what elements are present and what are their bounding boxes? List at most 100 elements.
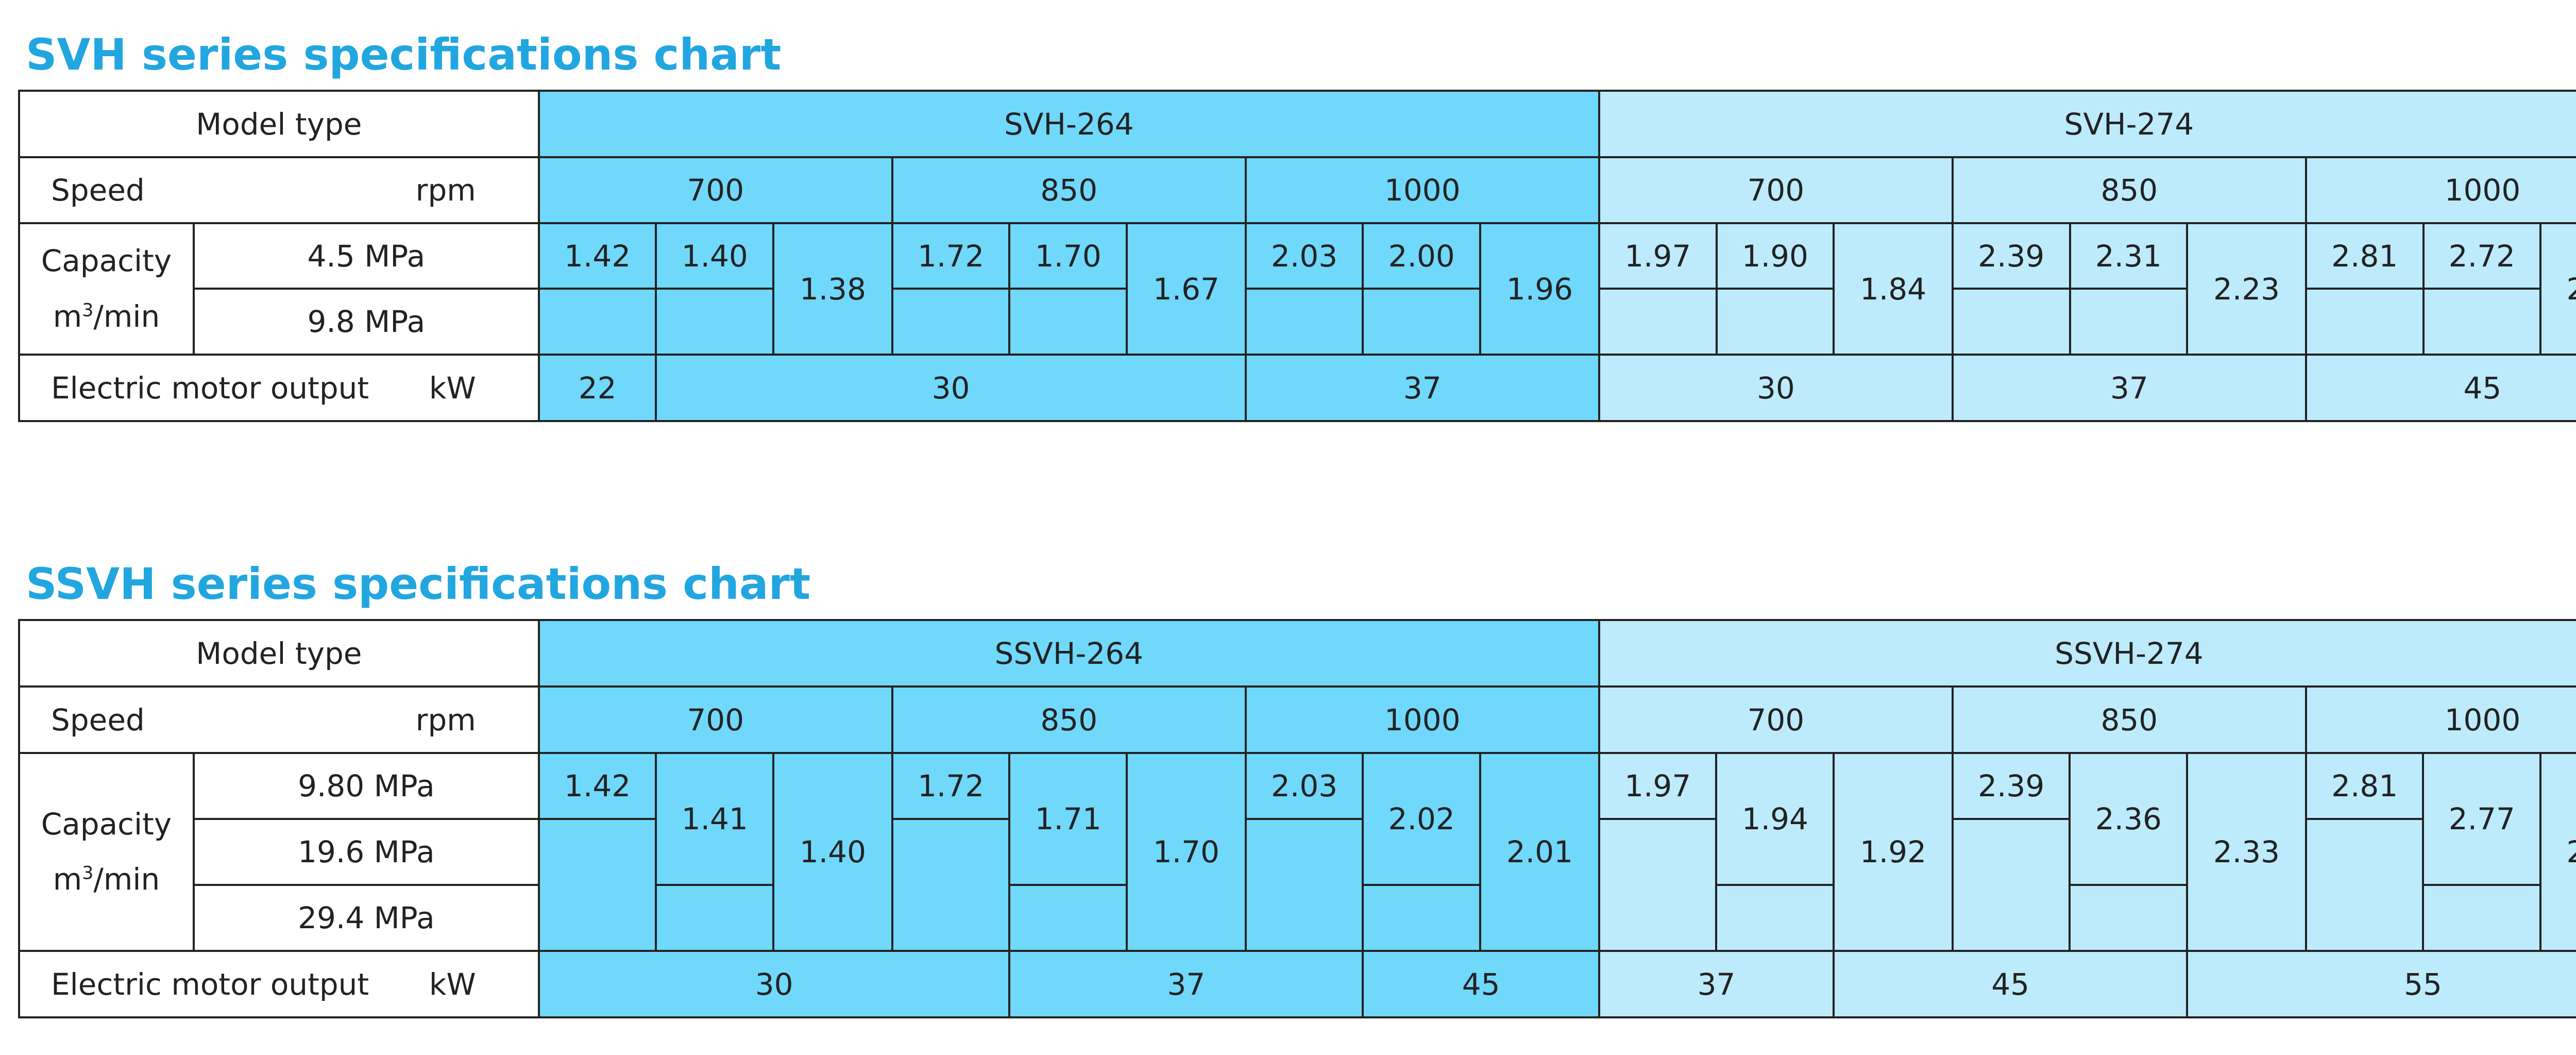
pressure-label: 19.6 MPa xyxy=(192,818,540,886)
motor-output-value: 30 xyxy=(537,950,1011,1018)
capacity-empty-cell xyxy=(1715,288,1835,356)
capacity-value: 2.00 xyxy=(1362,222,1482,290)
speed-cell: 850 xyxy=(891,685,1247,754)
model-header-ssvh-274: SSVH-274 xyxy=(1598,619,2576,688)
capacity-value: 1.70 xyxy=(1008,222,1128,290)
capacity-value: 1.42 xyxy=(537,752,657,820)
capacity-empty-cell xyxy=(1951,818,2071,952)
capacity-value: 1.67 xyxy=(1126,222,1247,356)
capacity-value: 1.92 xyxy=(1833,752,1954,952)
capacity-value: 2.23 xyxy=(2186,222,2307,356)
capacity-value: 2.36 xyxy=(2069,752,2189,886)
model-header-svh-274: SVH-274 xyxy=(1598,90,2576,158)
capacity-value: 2.33 xyxy=(2186,752,2307,952)
capacity-value: 2.39 xyxy=(1951,222,2071,290)
motor-output-value: 22 xyxy=(537,354,657,422)
speed-cell: 850 xyxy=(891,156,1247,224)
svh-spec-table: Model type SVH-264 SVH-274 Speed rpm 700 … xyxy=(18,90,2576,422)
speed-cell: 850 xyxy=(1951,685,2307,754)
model-header-ssvh-264: SSVH-264 xyxy=(537,619,1600,688)
capacity-value: 2.74 xyxy=(2539,752,2576,952)
speed-cell: 1000 xyxy=(2304,156,2576,224)
capacity-unit: m3/min xyxy=(53,862,160,897)
speed-cell: 700 xyxy=(537,156,893,224)
capacity-value: 2.03 xyxy=(1244,752,1364,820)
pressure-label: 29.4 MPa xyxy=(192,884,540,952)
capacity-value: 2.81 xyxy=(2304,222,2425,290)
model-type-label: Model type xyxy=(18,619,540,688)
capacity-empty-cell xyxy=(1598,818,1718,952)
capacity-empty-cell xyxy=(1244,288,1364,356)
capacity-value: 1.70 xyxy=(1126,752,1247,952)
capacity-value: 1.40 xyxy=(772,752,893,952)
speed-label-cell: Speed rpm xyxy=(18,685,540,754)
motor-output-label: Electric motor output xyxy=(51,966,369,1002)
speed-label: Speed xyxy=(51,173,145,208)
capacity-value: 1.96 xyxy=(1479,222,1600,356)
capacity-empty-cell xyxy=(1951,288,2071,356)
capacity-value: 1.97 xyxy=(1598,222,1718,290)
capacity-empty-cell xyxy=(1244,818,1364,952)
capacity-value: 1.72 xyxy=(891,222,1011,290)
capacity-empty-cell xyxy=(1362,884,1482,952)
capacity-empty-cell xyxy=(1715,884,1835,952)
motor-output-unit: kW xyxy=(429,370,476,406)
capacity-empty-cell xyxy=(2069,288,2189,356)
capacity-value: 2.03 xyxy=(1244,222,1364,290)
pressure-label: 9.80 MPa xyxy=(192,752,540,820)
speed-unit: rpm xyxy=(415,173,476,208)
motor-output-value: 30 xyxy=(655,354,1247,422)
capacity-empty-cell xyxy=(2069,884,2189,952)
speed-cell: 1000 xyxy=(1244,685,1600,754)
capacity-value: 1.94 xyxy=(1715,752,1835,886)
ssvh-chart-title: SSVH series specifications chart xyxy=(26,559,811,609)
svh-chart-title: SVH series specifications chart xyxy=(26,29,782,80)
motor-output-label-cell: Electric motor output kW xyxy=(18,354,540,422)
capacity-empty-cell xyxy=(1008,288,1128,356)
speed-cell: 700 xyxy=(1598,685,1954,754)
speed-label: Speed xyxy=(51,702,145,738)
capacity-value: 1.90 xyxy=(1715,222,1835,290)
capacity-label-cell: Capacity m3/min xyxy=(18,752,195,952)
capacity-value: 2.63 xyxy=(2539,222,2576,356)
motor-output-value: 55 xyxy=(2186,950,2576,1018)
capacity-empty-cell xyxy=(891,288,1011,356)
speed-label-cell: Speed rpm xyxy=(18,156,540,224)
capacity-empty-cell xyxy=(655,288,775,356)
capacity-unit: m3/min xyxy=(53,298,160,334)
speed-cell: 700 xyxy=(1598,156,1954,224)
motor-output-label: Electric motor output xyxy=(51,370,369,406)
model-type-label: Model type xyxy=(18,90,540,158)
motor-output-value: 45 xyxy=(1362,950,1600,1018)
pressure-label: 4.5 MPa xyxy=(192,222,540,290)
capacity-value: 1.38 xyxy=(772,222,893,356)
capacity-value: 1.40 xyxy=(655,222,775,290)
capacity-empty-cell xyxy=(1008,884,1128,952)
motor-output-value: 37 xyxy=(1598,950,1835,1018)
capacity-empty-cell xyxy=(891,818,1011,952)
capacity-value: 2.02 xyxy=(1362,752,1482,886)
motor-output-value: 37 xyxy=(1244,354,1600,422)
capacity-value: 2.72 xyxy=(2422,222,2542,290)
capacity-label-cell: Capacity m3/min xyxy=(18,222,195,356)
ssvh-spec-table: Model type SSVH-264 SSVH-274 Speed rpm 70… xyxy=(18,619,2576,1018)
motor-output-value: 45 xyxy=(1833,950,2189,1018)
capacity-empty-cell xyxy=(655,884,775,952)
capacity-empty-cell xyxy=(2422,288,2542,356)
capacity-empty-cell xyxy=(1598,288,1718,356)
motor-output-value: 30 xyxy=(1598,354,1954,422)
capacity-value: 2.81 xyxy=(2304,752,2425,820)
speed-cell: 1000 xyxy=(1244,156,1600,224)
speed-unit: rpm xyxy=(415,702,476,738)
speed-cell: 700 xyxy=(537,685,893,754)
capacity-value: 1.72 xyxy=(891,752,1011,820)
capacity-value: 1.41 xyxy=(655,752,775,886)
capacity-empty-cell xyxy=(2422,884,2542,952)
capacity-value: 2.01 xyxy=(1479,752,1600,952)
capacity-value: 2.39 xyxy=(1951,752,2071,820)
capacity-value: 2.31 xyxy=(2069,222,2189,290)
motor-output-label-cell: Electric motor output kW xyxy=(18,950,540,1018)
capacity-empty-cell xyxy=(2304,818,2425,952)
motor-output-value: 45 xyxy=(2304,354,2576,422)
motor-output-value: 37 xyxy=(1951,354,2307,422)
